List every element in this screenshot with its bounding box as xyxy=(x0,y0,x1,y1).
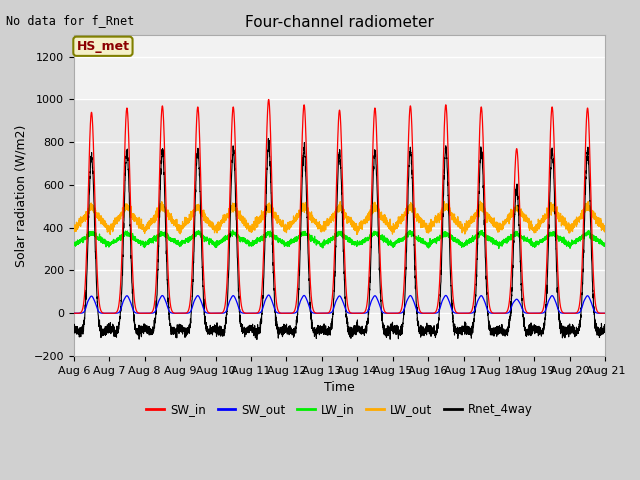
LW_in xyxy=(495,246,502,252)
Line: SW_out: SW_out xyxy=(74,295,605,313)
Rnet_4way xyxy=(264,136,272,142)
Rnet_4way xyxy=(459,326,467,332)
Line: SW_in: SW_in xyxy=(74,99,605,313)
Rnet_4way xyxy=(602,324,609,330)
Line: Rnet_4way: Rnet_4way xyxy=(74,139,605,339)
SW_out xyxy=(70,311,77,316)
SW_out xyxy=(265,292,273,298)
SW_out xyxy=(601,311,609,316)
LW_in xyxy=(165,236,173,242)
LW_out xyxy=(106,231,114,237)
SW_in xyxy=(602,311,609,316)
Line: LW_out: LW_out xyxy=(74,201,605,234)
SW_out xyxy=(489,311,497,316)
LW_out xyxy=(70,227,77,233)
Title: Four-channel radiometer: Four-channel radiometer xyxy=(245,15,434,30)
SW_out xyxy=(602,311,609,316)
LW_in xyxy=(429,240,437,245)
LW_in xyxy=(70,241,77,247)
LW_out xyxy=(601,229,609,235)
Rnet_4way xyxy=(489,329,497,335)
X-axis label: Time: Time xyxy=(324,381,355,394)
LW_out xyxy=(166,216,173,222)
SW_out xyxy=(165,308,173,314)
Bar xyxy=(74,99,605,313)
LW_in xyxy=(229,227,237,233)
Rnet_4way xyxy=(253,336,260,342)
LW_out xyxy=(459,227,467,232)
Legend: SW_in, SW_out, LW_in, LW_out, Rnet_4way: SW_in, SW_out, LW_in, LW_out, Rnet_4way xyxy=(141,398,538,420)
LW_out xyxy=(477,198,484,204)
Rnet_4way xyxy=(165,317,173,323)
Line: LW_in: LW_in xyxy=(74,230,605,249)
LW_in xyxy=(489,238,497,243)
Y-axis label: Solar radiation (W/m2): Solar radiation (W/m2) xyxy=(15,124,28,267)
LW_in xyxy=(602,242,609,248)
SW_in xyxy=(165,290,173,296)
SW_in xyxy=(459,311,467,316)
Text: HS_met: HS_met xyxy=(76,40,129,53)
SW_in xyxy=(601,311,609,316)
SW_out xyxy=(320,311,328,316)
Text: No data for f_Rnet: No data for f_Rnet xyxy=(6,14,134,27)
SW_in xyxy=(70,311,77,316)
LW_out xyxy=(320,219,328,225)
Rnet_4way xyxy=(70,324,77,330)
SW_out xyxy=(459,311,467,316)
Rnet_4way xyxy=(320,325,328,331)
Rnet_4way xyxy=(429,327,437,333)
Rnet_4way xyxy=(601,322,609,328)
SW_in xyxy=(489,310,497,316)
LW_in xyxy=(320,240,328,245)
SW_in xyxy=(429,311,437,316)
LW_in xyxy=(459,241,467,247)
LW_in xyxy=(601,240,609,246)
SW_out xyxy=(429,311,437,316)
LW_out xyxy=(429,219,437,225)
SW_in xyxy=(265,96,273,102)
LW_out xyxy=(489,222,497,228)
LW_out xyxy=(602,228,609,234)
SW_in xyxy=(320,311,328,316)
